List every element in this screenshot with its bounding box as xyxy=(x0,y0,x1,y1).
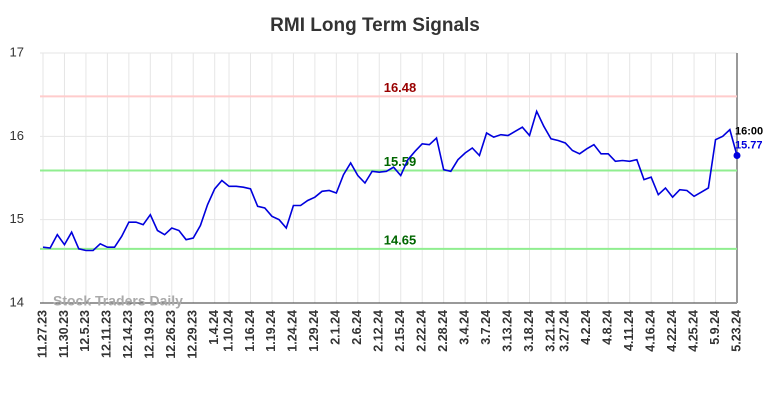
y-tick-label: 17 xyxy=(10,44,24,59)
x-tick-label: 12.5.23 xyxy=(78,310,92,352)
x-tick-label: 3.7.24 xyxy=(479,310,493,345)
watermark: Stock Traders Daily xyxy=(53,293,183,309)
x-tick-label: 12.11.23 xyxy=(100,310,114,358)
x-tick-label: 2.12.24 xyxy=(372,310,386,352)
signal-label: 15.59 xyxy=(384,154,417,169)
x-tick-label: 4.22.24 xyxy=(665,310,679,352)
last-value: 15.77 xyxy=(735,139,763,151)
last-point xyxy=(733,152,741,159)
price-line xyxy=(42,109,738,252)
x-tick-label: 1.4.24 xyxy=(207,310,221,345)
x-tick-label: 3.13.24 xyxy=(500,310,514,352)
x-tick-label: 2.15.24 xyxy=(393,310,407,352)
x-tick-label: 3.18.24 xyxy=(522,310,536,352)
x-tick-label: 11.27.23 xyxy=(35,310,49,358)
x-tick-label: 4.2.24 xyxy=(579,310,593,345)
x-tick-label: 1.29.24 xyxy=(307,310,321,352)
x-tick-label: 11.30.23 xyxy=(57,310,71,358)
signal-label: 16.48 xyxy=(384,80,417,95)
x-tick-label: 2.22.24 xyxy=(414,310,428,352)
x-tick-label: 3.27.24 xyxy=(558,310,572,352)
x-tick-label: 4.8.24 xyxy=(601,310,615,345)
x-tick-label: 12.26.23 xyxy=(164,310,178,359)
x-tick-label: 3.4.24 xyxy=(457,310,471,345)
signal-label: 14.65 xyxy=(384,232,417,247)
chart-title: RMI Long Term Signals xyxy=(270,15,480,36)
x-tick-label: 5.9.24 xyxy=(708,310,722,345)
x-tick-label: 1.19.24 xyxy=(264,310,278,352)
last-time: 16:00 xyxy=(735,125,763,137)
x-tick-label: 1.10.24 xyxy=(221,310,235,352)
x-tick-label: 5.23.24 xyxy=(729,310,743,352)
y-tick-label: 16 xyxy=(10,128,24,143)
x-tick-label: 12.14.23 xyxy=(121,310,135,359)
x-tick-label: 4.16.24 xyxy=(643,310,657,352)
x-tick-label: 4.11.24 xyxy=(622,310,636,351)
y-tick-label: 14 xyxy=(10,294,24,309)
x-tick-label: 1.16.24 xyxy=(243,310,257,352)
x-tick-label: 12.19.23 xyxy=(143,310,157,359)
x-tick-label: 12.29.23 xyxy=(186,310,200,359)
x-tick-label: 4.25.24 xyxy=(686,310,700,352)
x-tick-label: 3.21.24 xyxy=(543,310,557,352)
x-tick-label: 2.6.24 xyxy=(350,310,364,345)
x-tick-label: 2.28.24 xyxy=(436,310,450,352)
x-tick-label: 2.1.24 xyxy=(329,310,343,345)
y-tick-label: 15 xyxy=(10,211,24,226)
x-tick-label: 1.24.24 xyxy=(286,310,300,352)
